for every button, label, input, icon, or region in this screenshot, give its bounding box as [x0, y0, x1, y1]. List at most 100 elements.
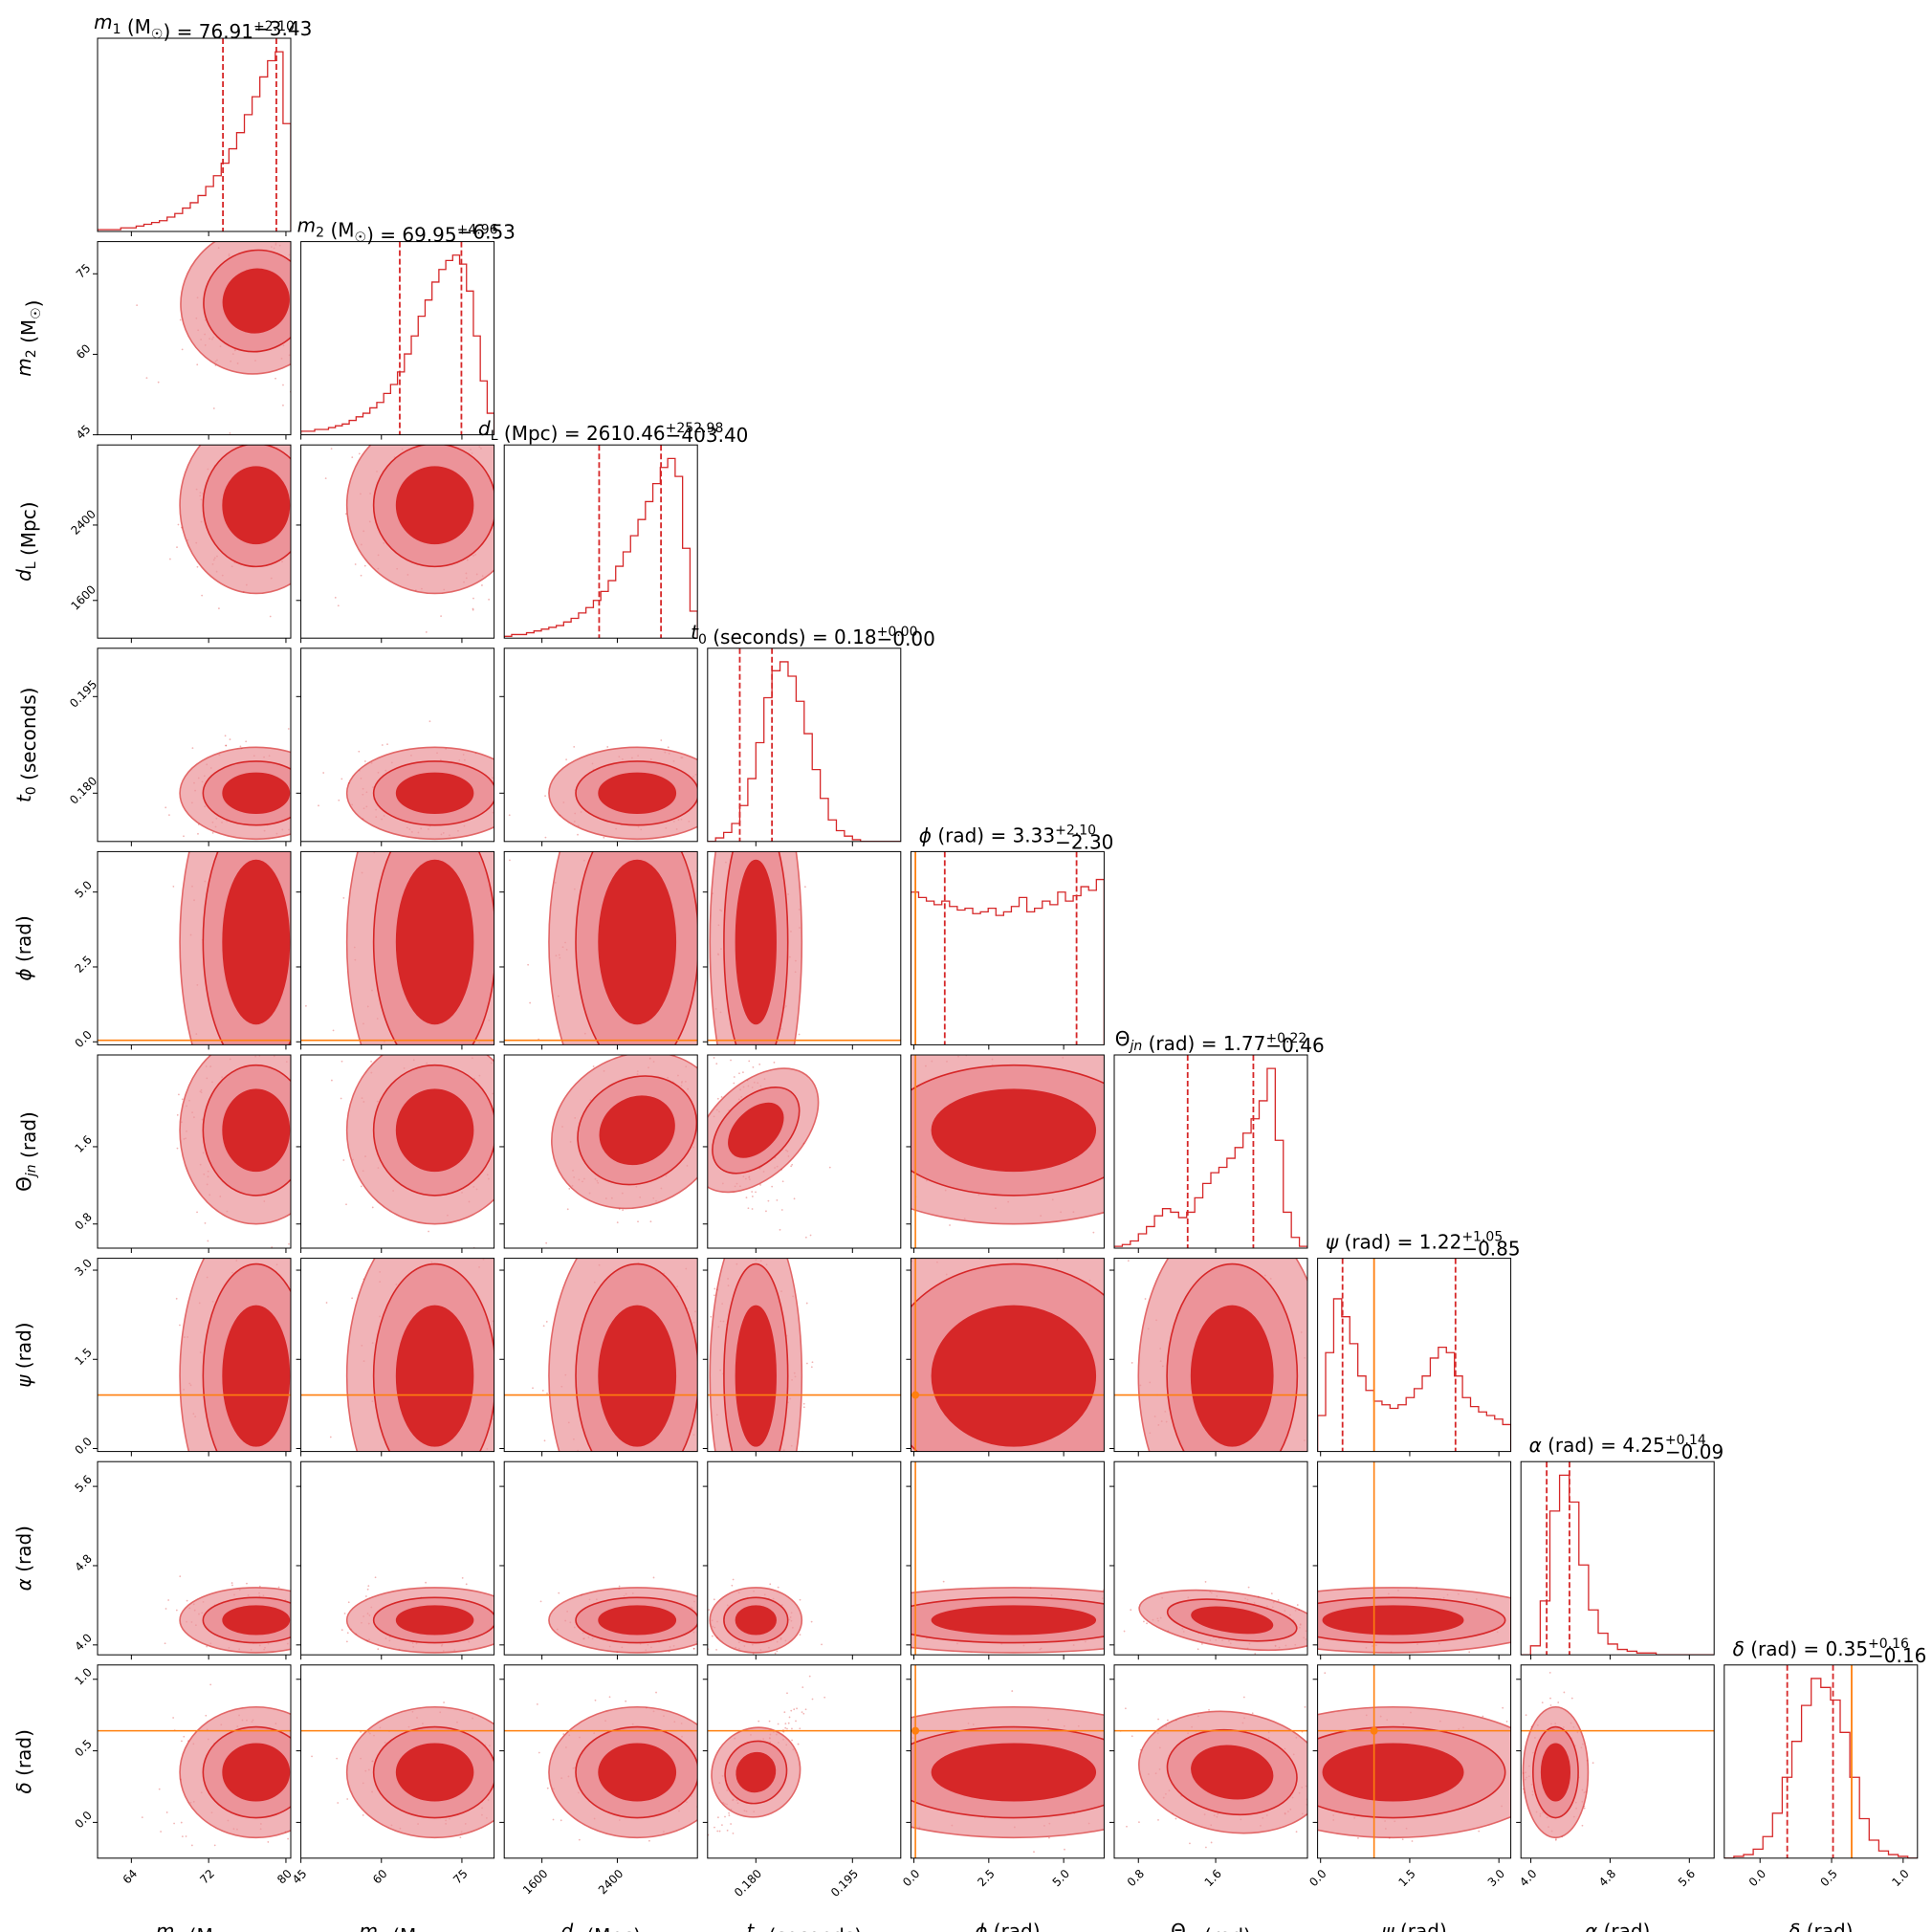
contour-level-3: [735, 1605, 777, 1636]
sample-point: [592, 1065, 595, 1067]
sample-point: [1145, 1193, 1147, 1195]
sample-point: [275, 1227, 277, 1229]
sample-point: [295, 1180, 296, 1182]
panel-content: [330, 1055, 546, 1248]
sample-point: [692, 1647, 695, 1650]
sample-point: [774, 1652, 777, 1655]
sample-point: [288, 1576, 290, 1578]
sample-point: [736, 1524, 738, 1526]
sample-point: [514, 1381, 516, 1383]
sample-point: [777, 1045, 779, 1047]
sample-point: [331, 819, 333, 821]
sample-point: [619, 1490, 621, 1492]
sample-point: [1173, 1480, 1175, 1482]
sample-point: [681, 1454, 683, 1456]
sample-point: [325, 924, 327, 926]
sample-point: [738, 1244, 740, 1246]
contour-level-3: [222, 859, 291, 1025]
sample-point: [531, 1069, 533, 1071]
sample-point: [511, 1639, 513, 1641]
sample-point: [612, 1466, 614, 1468]
sample-point: [558, 1592, 560, 1594]
sample-point: [714, 1294, 715, 1297]
sample-point: [515, 778, 516, 779]
sample-point: [1326, 1341, 1328, 1343]
panel-content: [1317, 1461, 1511, 1656]
sample-point: [248, 420, 250, 422]
sample-point: [274, 377, 276, 380]
sample-point: [811, 1338, 813, 1340]
sample-point: [321, 1608, 323, 1610]
sample-point: [516, 776, 517, 778]
sample-point: [334, 283, 336, 285]
sample-point: [714, 1287, 716, 1290]
sample-point: [318, 1065, 319, 1067]
sample-point: [722, 1084, 724, 1086]
sample-point: [863, 1126, 865, 1128]
sample-point: [526, 1632, 528, 1634]
panel-content: [707, 1244, 901, 1526]
sample-point: [1013, 1462, 1015, 1464]
title-err-plus-t0: +0.00: [877, 625, 918, 640]
sample-point: [727, 692, 729, 694]
panel-frame: [97, 241, 292, 436]
sample-point: [603, 836, 605, 839]
sample-point: [765, 1462, 767, 1464]
sample-point: [547, 1492, 549, 1494]
sample-point: [207, 209, 209, 210]
contour-level-3: [1190, 1305, 1274, 1447]
density-panel-phi-vs-dL: [499, 692, 729, 1071]
sample-point: [1092, 1231, 1095, 1234]
sample-point: [414, 1471, 416, 1473]
sample-point: [1208, 1490, 1210, 1492]
sample-point: [294, 1605, 296, 1607]
sample-point: [720, 1050, 722, 1052]
sample-point: [240, 1485, 242, 1487]
sample-point: [389, 1219, 391, 1221]
sample-point: [295, 1153, 296, 1155]
sample-point: [374, 1576, 377, 1579]
y-tick-label-thjn: 1.6: [72, 1132, 94, 1154]
sample-point: [337, 1194, 339, 1196]
sample-point: [889, 1215, 890, 1217]
sample-point: [497, 1585, 499, 1587]
sample-point: [698, 1612, 700, 1614]
panel-content: [98, 1180, 296, 1578]
sample-point: [1117, 1102, 1119, 1104]
sample-point: [635, 1229, 637, 1231]
sample-point: [637, 1220, 639, 1223]
sample-point: [777, 760, 779, 762]
panel-content: [843, 1055, 1147, 1248]
sample-point: [1106, 1618, 1108, 1620]
sample-point: [218, 1560, 220, 1562]
title-err-minus-t0: −0.00: [877, 627, 935, 650]
sample-point: [1101, 1478, 1103, 1480]
sample-point: [308, 1616, 310, 1618]
sample-point: [265, 1479, 267, 1481]
panel-frame: [97, 1054, 292, 1249]
sample-point: [331, 799, 333, 801]
sample-point: [573, 745, 576, 748]
panel-frame: [1317, 1258, 1512, 1453]
sample-point: [334, 596, 337, 599]
sample-point: [428, 1230, 429, 1233]
sample-point: [604, 728, 606, 730]
sample-point: [843, 1105, 845, 1107]
sample-point: [325, 781, 327, 783]
panel-content: [1317, 1258, 1511, 1452]
sample-point: [176, 546, 178, 549]
sample-point: [1315, 1614, 1317, 1616]
density-panel-thjn-vs-phi: [843, 1054, 1147, 1253]
sample-point: [537, 780, 538, 782]
panel-content: [300, 1219, 516, 1488]
sample-point: [466, 1486, 468, 1488]
sample-point: [603, 1238, 604, 1240]
panel-content: [707, 648, 901, 842]
sample-point: [302, 1616, 304, 1618]
sample-point: [751, 1208, 754, 1210]
sample-point: [1212, 1527, 1214, 1529]
sample-point: [799, 1598, 801, 1601]
sample-point: [544, 1141, 546, 1143]
sample-point: [728, 1061, 730, 1063]
